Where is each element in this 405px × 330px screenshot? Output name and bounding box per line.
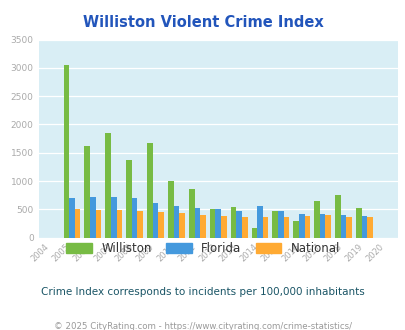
Bar [168, 181, 173, 238]
Text: Williston Violent Crime Index: Williston Violent Crime Index [83, 15, 322, 30]
Bar [105, 133, 111, 238]
Bar [334, 195, 340, 238]
Bar [188, 189, 194, 238]
Bar [152, 203, 158, 238]
Bar [319, 214, 325, 238]
Bar [194, 208, 200, 238]
Bar [96, 210, 101, 238]
Bar [292, 221, 298, 238]
Text: Crime Index corresponds to incidents per 100,000 inhabitants: Crime Index corresponds to incidents per… [41, 287, 364, 297]
Bar [367, 217, 372, 238]
Bar [147, 143, 152, 238]
Bar [215, 209, 220, 238]
Bar [262, 217, 268, 238]
Bar [241, 217, 247, 238]
Bar [200, 215, 205, 238]
Bar [132, 198, 137, 238]
Bar [361, 215, 367, 238]
Bar [126, 160, 132, 238]
Bar [69, 198, 75, 238]
Legend: Williston, Florida, National: Williston, Florida, National [61, 237, 344, 260]
Bar [298, 214, 304, 238]
Bar [137, 211, 143, 238]
Bar [173, 207, 179, 238]
Bar [325, 215, 330, 238]
Bar [283, 217, 289, 238]
Bar [304, 216, 309, 238]
Bar [84, 146, 90, 238]
Bar [277, 211, 283, 238]
Text: © 2025 CityRating.com - https://www.cityrating.com/crime-statistics/: © 2025 CityRating.com - https://www.city… [54, 322, 351, 330]
Bar [230, 207, 236, 238]
Bar [355, 208, 361, 238]
Bar [345, 217, 351, 238]
Bar [158, 213, 164, 238]
Bar [220, 215, 226, 238]
Bar [90, 197, 96, 238]
Bar [116, 210, 122, 238]
Bar [75, 209, 80, 238]
Bar [179, 213, 184, 238]
Bar [256, 206, 262, 238]
Bar [236, 211, 241, 238]
Bar [251, 228, 256, 238]
Bar [340, 215, 345, 238]
Bar [313, 201, 319, 238]
Bar [63, 65, 69, 238]
Bar [209, 209, 215, 238]
Bar [111, 197, 116, 238]
Bar [272, 211, 277, 238]
